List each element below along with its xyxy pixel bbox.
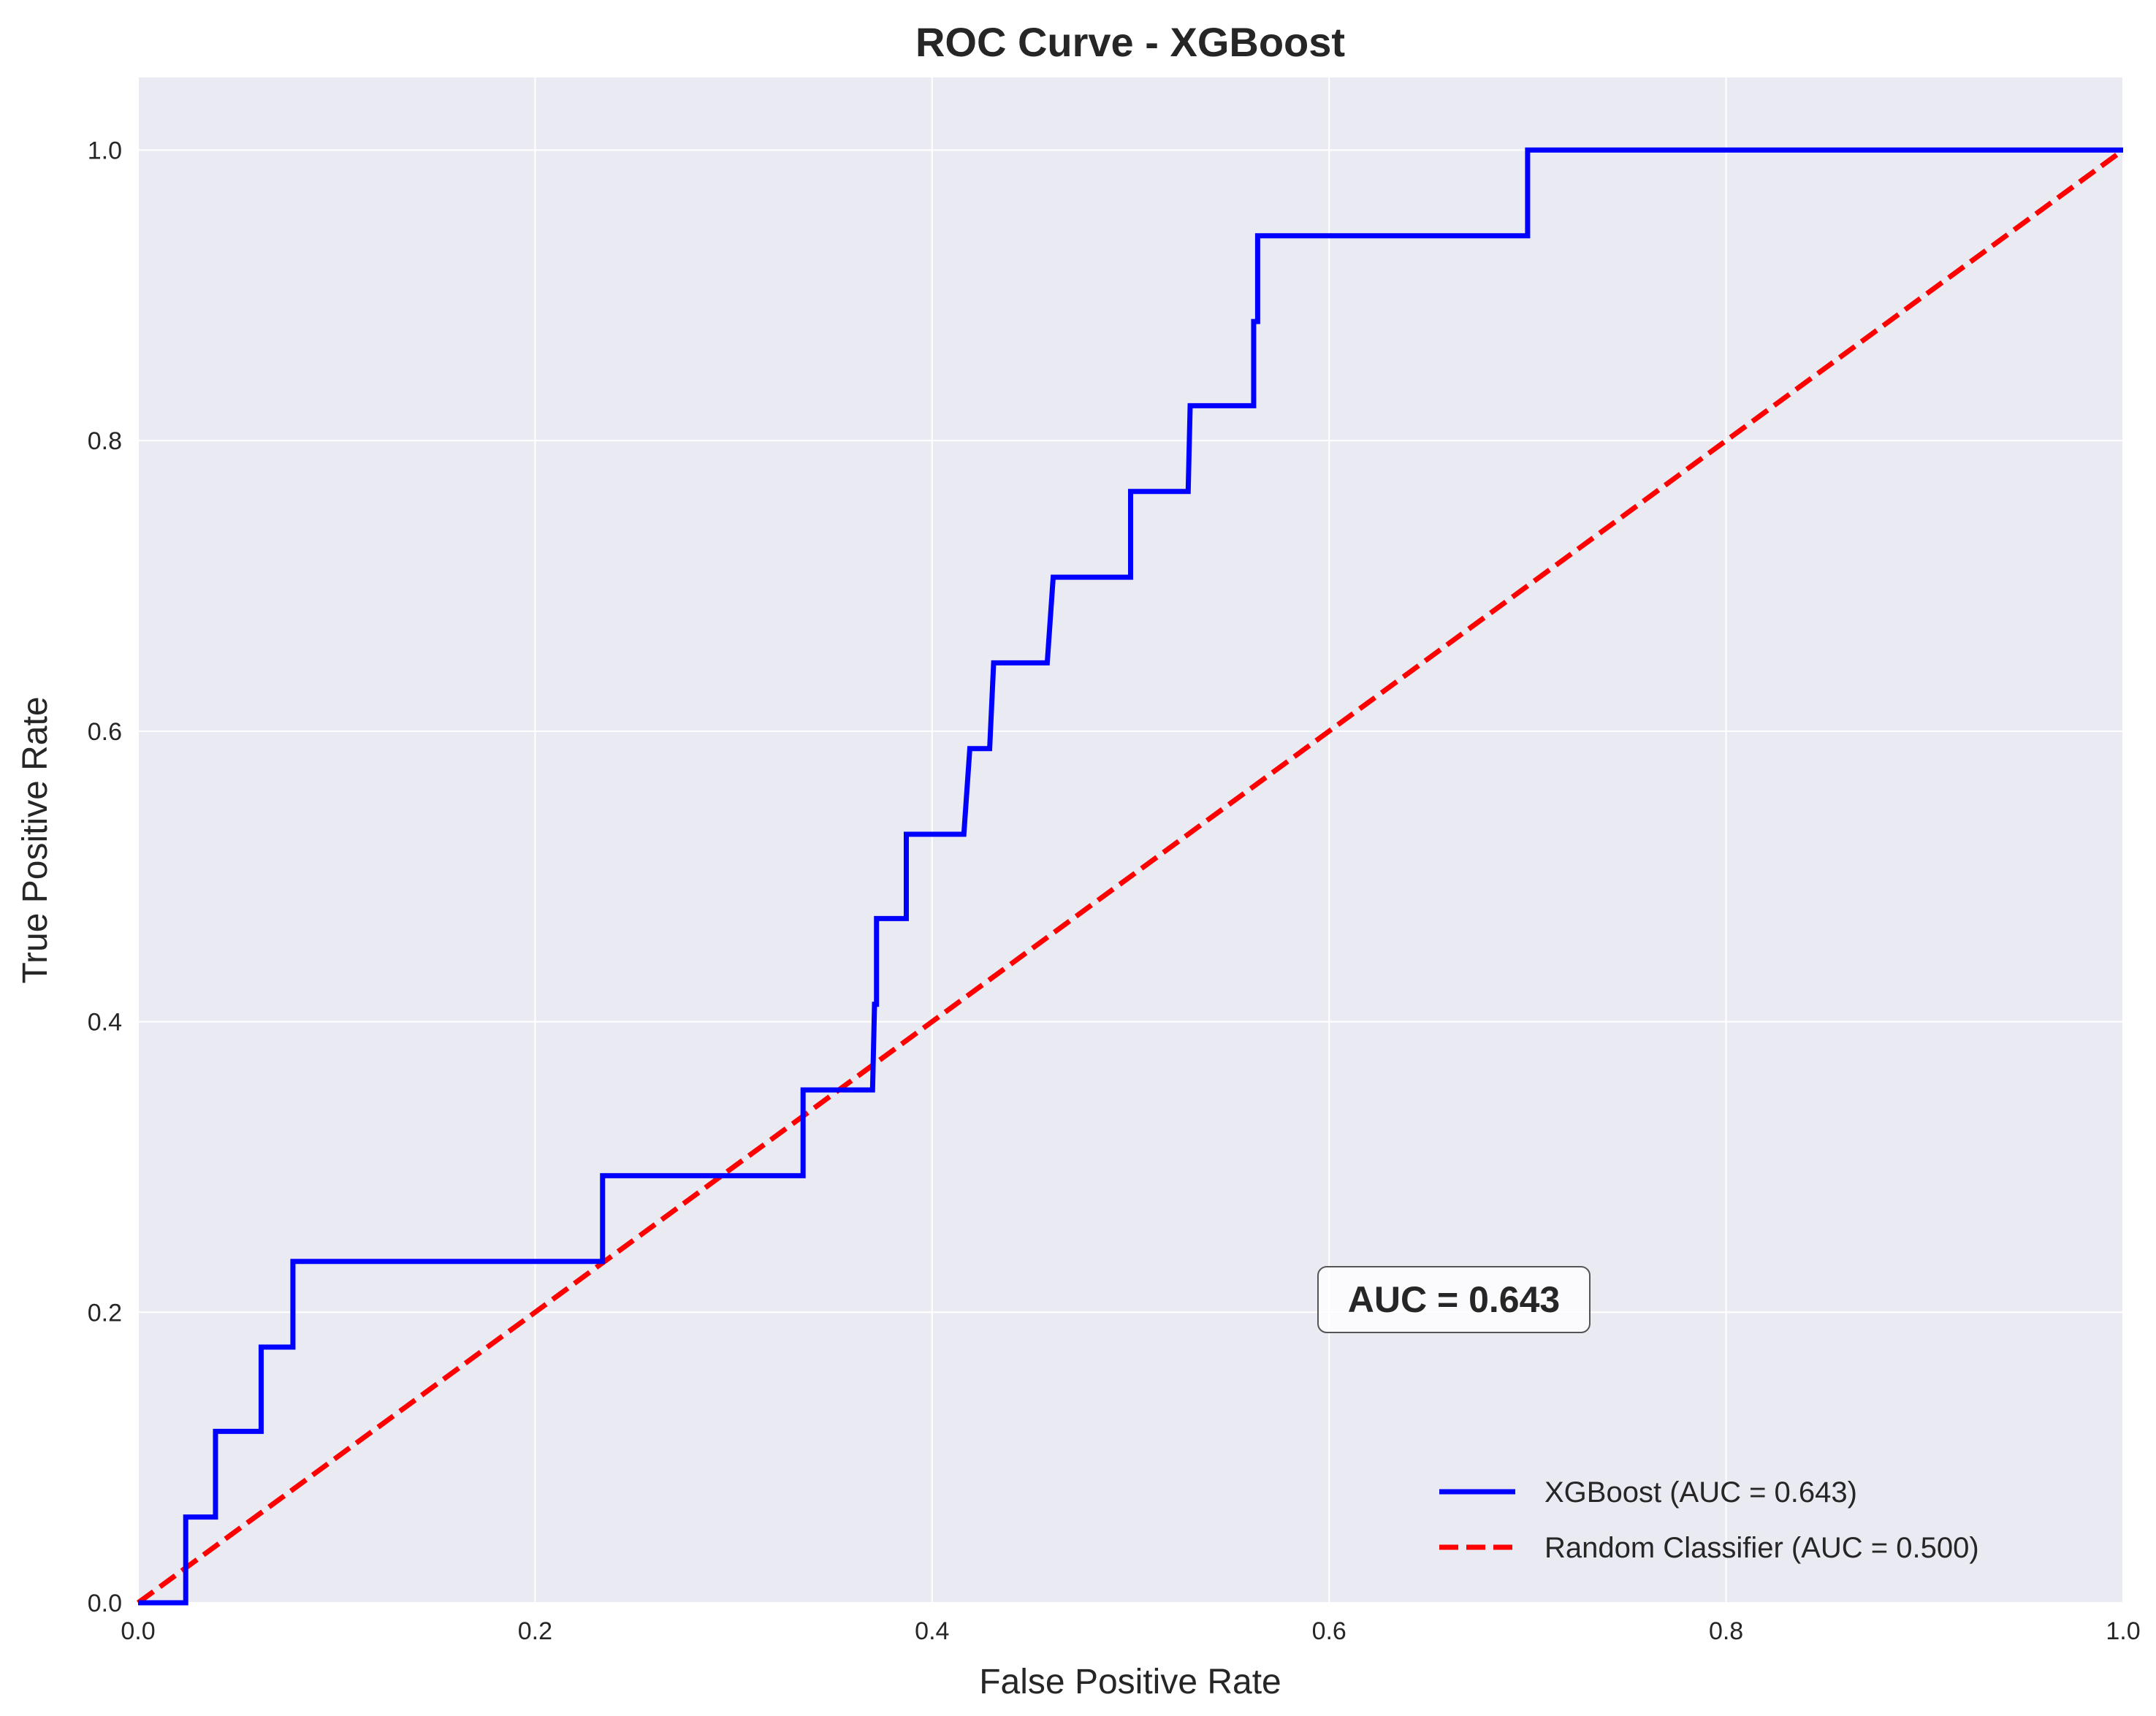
- legend: XGBoost (AUC = 0.643) Random Classifier …: [1439, 1476, 1979, 1564]
- plot-background: [138, 77, 2123, 1603]
- y-tick-label: 1.0: [88, 137, 122, 164]
- series-line-xgboost: [138, 147, 2123, 1606]
- y-tick-label: 0.6: [88, 718, 122, 746]
- y-axis-label: True Positive Rate: [16, 696, 55, 983]
- grid: [137, 77, 2124, 1603]
- y-tick-label: 0.0: [88, 1590, 122, 1617]
- x-tick-label: 0.0: [121, 1617, 155, 1645]
- x-tick-label: 1.0: [2106, 1617, 2140, 1645]
- series-line-random-classifier: [136, 148, 2125, 1605]
- x-tick-label: 0.8: [1709, 1617, 1743, 1645]
- y-tick-label: 0.2: [88, 1299, 122, 1327]
- x-axis-label: False Positive Rate: [979, 1663, 1281, 1701]
- x-tick-label: 0.4: [915, 1617, 949, 1645]
- legend-label-xgboost: XGBoost (AUC = 0.643): [1544, 1476, 1857, 1509]
- annotation-text: AUC = 0.643: [1348, 1279, 1560, 1320]
- x-tick-label: 0.2: [518, 1617, 552, 1645]
- y-tick-label: 0.4: [88, 1009, 122, 1037]
- y-tick-label: 0.8: [88, 427, 122, 455]
- auc-annotation: AUC = 0.643: [1317, 1266, 1591, 1333]
- annotation-box: [1317, 1266, 1591, 1333]
- ticks: 0.0 0.2 0.4 0.6 0.8 1.0 0.0 0.2 0.4 0.6 0.8 1.0: [88, 137, 2141, 1645]
- x-tick-label: 0.6: [1312, 1617, 1346, 1645]
- chart-title: ROC Curve - XGBoost: [915, 19, 1345, 65]
- series-layer: [136, 147, 2125, 1606]
- legend-label-random: Random Classifier (AUC = 0.500): [1544, 1532, 1979, 1564]
